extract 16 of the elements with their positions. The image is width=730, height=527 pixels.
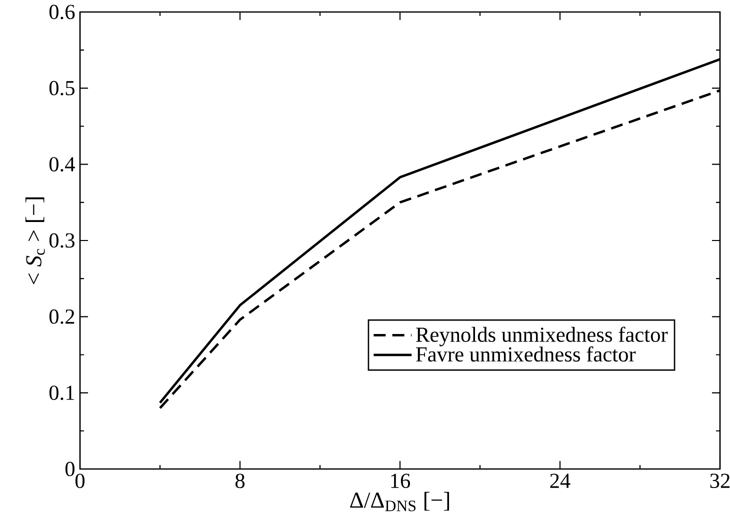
x-tick-label: 16 [391, 474, 410, 488]
y-tick-label: 0.1 [49, 386, 74, 400]
y-tick-label: 0.3 [49, 233, 74, 248]
x-tick-label: 0 [75, 474, 85, 488]
y-tick-label: 0.4 [49, 157, 75, 172]
x-tick-label: 8 [235, 474, 245, 488]
x-tick-label: 24 [550, 474, 570, 488]
y-tick-label: 0.5 [49, 80, 74, 96]
y-tick-label: 0.2 [49, 309, 74, 324]
x-tick-label: 32 [710, 474, 730, 488]
legend-label: Favre unmixedness factor [416, 346, 636, 362]
y-axis-title: < S$_{c}$ > [−] [25, 197, 45, 284]
y-tick-label: 0.6 [49, 4, 75, 20]
legend-label: Reynolds unmixedness factor [416, 326, 668, 346]
y-tick-label: 0 [65, 462, 74, 476]
x-axis-title: Δ/Δ$_{DNS}$ [−] [350, 492, 450, 512]
